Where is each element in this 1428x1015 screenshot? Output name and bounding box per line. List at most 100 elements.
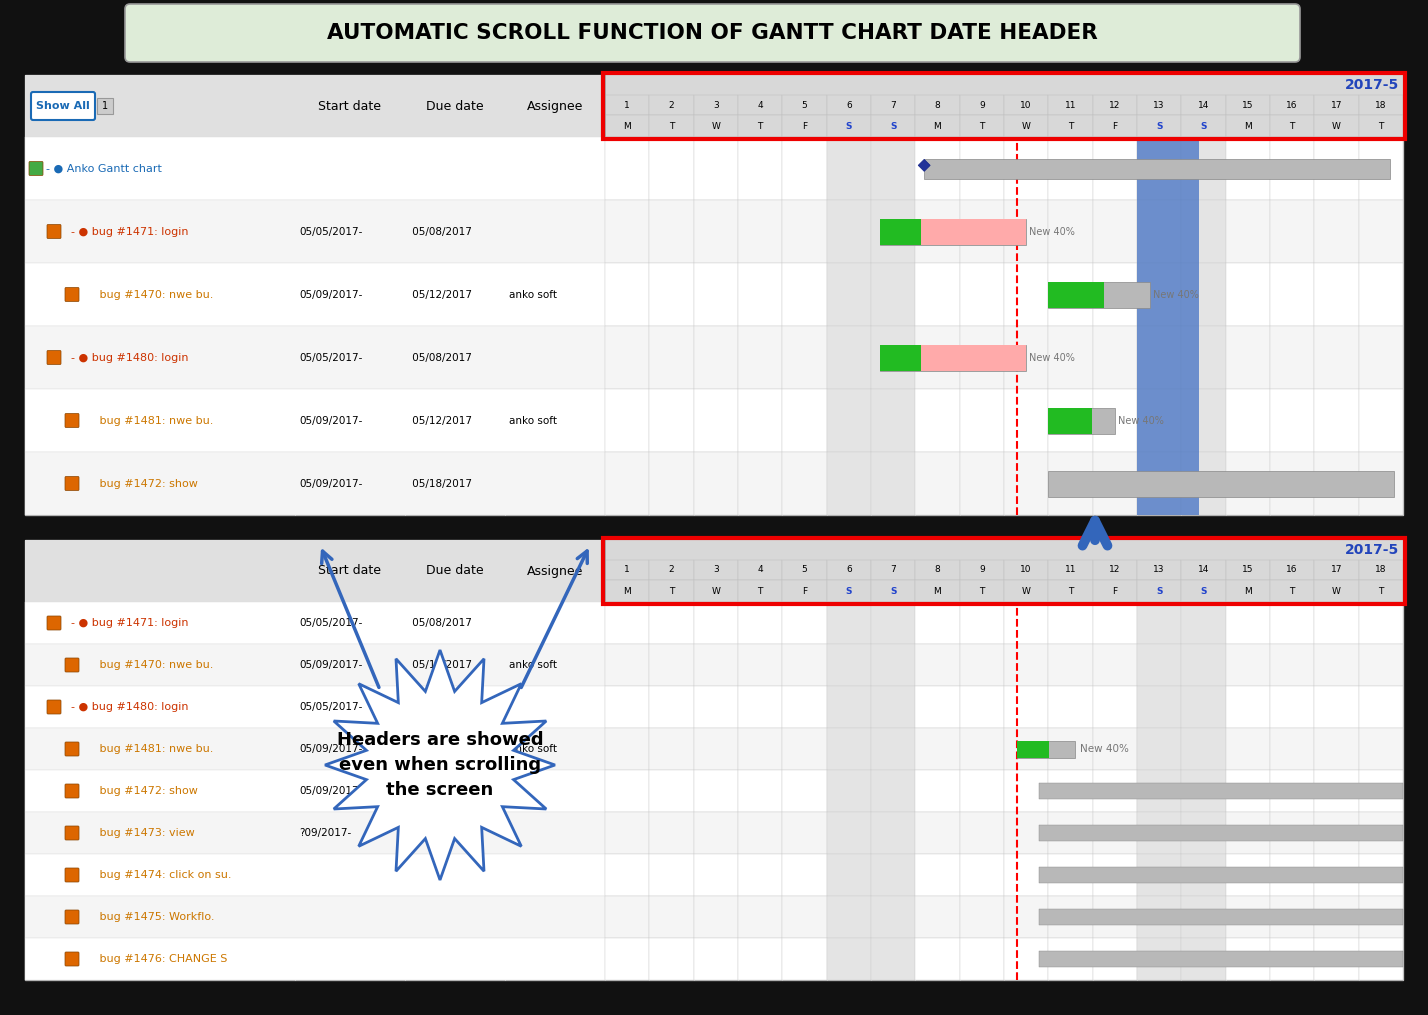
Bar: [1137, 95, 1181, 115]
Bar: [1181, 560, 1225, 580]
Bar: [960, 95, 1004, 115]
Bar: [1048, 137, 1092, 200]
Bar: [1225, 580, 1269, 602]
Bar: [1225, 326, 1269, 389]
Bar: [871, 770, 915, 812]
Bar: [1358, 200, 1402, 263]
Bar: [1092, 560, 1137, 580]
Text: S: S: [1201, 587, 1207, 596]
Bar: [650, 854, 694, 896]
Bar: [605, 115, 650, 137]
Text: 6: 6: [845, 565, 851, 574]
Bar: [605, 686, 650, 728]
Bar: [1181, 602, 1225, 644]
FancyBboxPatch shape: [66, 287, 79, 301]
Bar: [1269, 200, 1314, 263]
Bar: [1358, 137, 1402, 200]
Text: S: S: [1155, 587, 1162, 596]
Bar: [1225, 560, 1269, 580]
Text: 2: 2: [668, 100, 674, 110]
Bar: [871, 389, 915, 452]
Bar: [871, 728, 915, 770]
Bar: [694, 580, 738, 602]
Bar: [960, 115, 1004, 137]
Bar: [738, 602, 783, 644]
Bar: [1092, 854, 1137, 896]
Bar: [915, 326, 960, 389]
Bar: [827, 263, 871, 326]
Text: M: M: [1244, 122, 1252, 131]
Bar: [1048, 200, 1092, 263]
Text: M: M: [623, 587, 631, 596]
Bar: [1225, 200, 1269, 263]
Bar: [738, 137, 783, 200]
Bar: [1048, 282, 1104, 309]
Bar: [1004, 580, 1048, 602]
Text: 7: 7: [890, 100, 895, 110]
Text: 05/12/2017: 05/12/2017: [408, 415, 473, 425]
Text: ?09/2017-: ?09/2017-: [298, 828, 351, 838]
Bar: [26, 812, 605, 854]
Text: 11: 11: [1065, 565, 1077, 574]
Bar: [1048, 580, 1092, 602]
Bar: [605, 560, 650, 580]
Bar: [26, 75, 1402, 515]
Bar: [738, 326, 783, 389]
Bar: [871, 452, 915, 515]
Bar: [605, 95, 650, 115]
Text: M: M: [1244, 587, 1252, 596]
Bar: [1181, 686, 1225, 728]
Bar: [1181, 326, 1225, 389]
Text: 05/18/2017: 05/18/2017: [408, 478, 473, 488]
Bar: [871, 560, 915, 580]
Bar: [915, 580, 960, 602]
Text: T: T: [1378, 587, 1384, 596]
Bar: [650, 560, 694, 580]
Bar: [960, 326, 1004, 389]
Bar: [605, 770, 650, 812]
Text: 05/09/2017-: 05/09/2017-: [298, 478, 363, 488]
Text: 05/05/2017-: 05/05/2017-: [298, 618, 363, 628]
Bar: [1048, 95, 1092, 115]
Bar: [1181, 644, 1225, 686]
Bar: [1048, 115, 1092, 137]
Text: bug #1474: click on su.: bug #1474: click on su.: [81, 870, 231, 880]
FancyBboxPatch shape: [47, 616, 61, 630]
Bar: [1269, 580, 1314, 602]
Text: 12: 12: [1110, 565, 1121, 574]
Text: 14: 14: [1198, 565, 1210, 574]
Bar: [1314, 644, 1358, 686]
Text: W: W: [1021, 122, 1031, 131]
Text: 12: 12: [1110, 100, 1121, 110]
Bar: [650, 115, 694, 137]
Bar: [827, 580, 871, 602]
Bar: [694, 644, 738, 686]
Bar: [871, 326, 915, 389]
Bar: [1181, 854, 1225, 896]
Bar: [827, 644, 871, 686]
Bar: [1092, 812, 1137, 854]
Text: 2: 2: [668, 565, 674, 574]
Bar: [1004, 728, 1048, 770]
Text: 05/05/2017-: 05/05/2017-: [298, 226, 363, 236]
FancyBboxPatch shape: [47, 350, 61, 364]
Bar: [827, 728, 871, 770]
Text: 9: 9: [980, 565, 985, 574]
Bar: [1358, 686, 1402, 728]
Bar: [1004, 137, 1048, 200]
Bar: [1137, 602, 1181, 644]
Bar: [1269, 938, 1314, 980]
Polygon shape: [326, 650, 555, 880]
Text: 05/08/2017: 05/08/2017: [408, 226, 471, 236]
Bar: [1004, 644, 1048, 686]
Bar: [915, 452, 960, 515]
Bar: [827, 896, 871, 938]
Bar: [1358, 938, 1402, 980]
Bar: [783, 95, 827, 115]
Bar: [1225, 452, 1269, 515]
Bar: [738, 854, 783, 896]
Bar: [605, 200, 650, 263]
FancyBboxPatch shape: [29, 161, 43, 176]
Bar: [738, 200, 783, 263]
Bar: [1314, 137, 1358, 200]
